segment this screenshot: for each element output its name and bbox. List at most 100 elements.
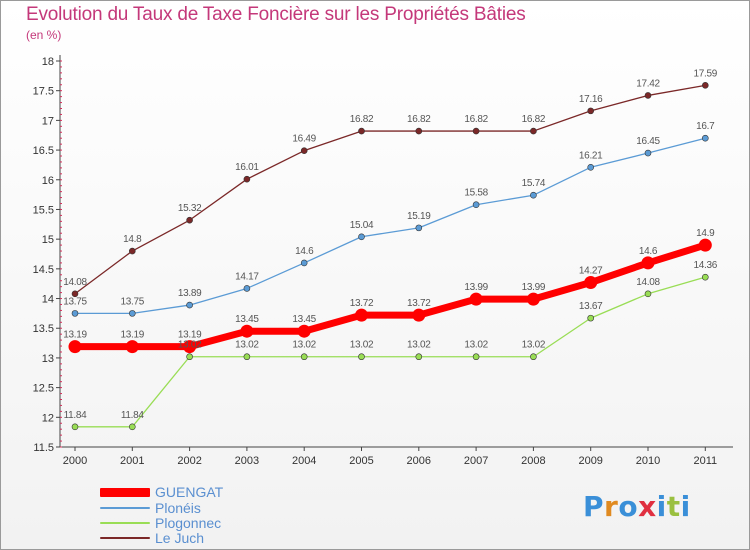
data-point — [415, 224, 423, 232]
data-label: 13.19 — [178, 330, 202, 341]
data-label: 13.02 — [407, 340, 431, 351]
chart-title: Evolution du Taux de Taxe Foncière sur l… — [26, 4, 526, 25]
data-label: 15.19 — [407, 211, 431, 222]
legend-item-ploneis: Plonéis — [100, 500, 360, 516]
data-label: 13.02 — [350, 340, 374, 351]
data-point — [358, 353, 365, 361]
data-point — [472, 127, 480, 135]
data-point — [701, 134, 709, 142]
data-label: 16.21 — [579, 150, 603, 161]
data-point — [71, 310, 79, 317]
data-point — [698, 238, 712, 252]
data-label: 16.82 — [522, 114, 546, 125]
legend-label-ploneis: Plonéis — [155, 500, 201, 516]
y-tick-label: 13.5 — [33, 323, 54, 335]
data-point — [472, 201, 480, 209]
legend-label-plogonnec: Plogonnec — [155, 515, 222, 531]
data-label: 13.19 — [121, 330, 145, 341]
data-point — [587, 163, 595, 171]
data-point — [530, 127, 537, 135]
data-label: 14.08 — [636, 277, 660, 288]
data-label: 13.99 — [464, 282, 488, 293]
data-point — [243, 353, 251, 361]
data-point — [358, 127, 365, 135]
logo-letter: P — [583, 490, 605, 523]
data-point — [415, 353, 423, 361]
data-point — [71, 290, 79, 298]
y-tick-label: 13 — [42, 353, 54, 365]
logo-letter: i — [656, 490, 667, 523]
data-point — [300, 353, 308, 361]
data-label: 15.58 — [464, 188, 488, 199]
data-label: 13.72 — [407, 298, 431, 309]
data-label: 15.04 — [350, 220, 374, 231]
data-point — [701, 273, 709, 281]
data-label: 13.99 — [522, 282, 546, 293]
legend-item-le-juch: Le Juch — [100, 530, 360, 546]
data-label: 13.02 — [178, 340, 202, 351]
data-point — [129, 247, 136, 255]
data-label: 13.19 — [63, 330, 87, 341]
data-point — [530, 353, 537, 361]
data-label: 16.7 — [696, 121, 715, 132]
data-point — [644, 92, 652, 99]
data-label: 17.42 — [636, 78, 660, 89]
logo-letter: x — [638, 490, 657, 523]
legend-label-le-juch: Le Juch — [155, 530, 205, 546]
x-tick-label: 2000 — [63, 455, 87, 467]
data-point — [358, 233, 365, 241]
legend-swatch-le-juch — [100, 537, 150, 539]
data-point — [240, 324, 254, 338]
data-label: 14.17 — [235, 271, 259, 282]
data-point — [300, 147, 308, 154]
data-label: 16.01 — [235, 162, 259, 173]
data-point — [129, 423, 136, 431]
y-tick-label: 16 — [42, 175, 54, 187]
data-point — [530, 191, 537, 199]
x-tick-label: 2006 — [407, 455, 431, 467]
data-point — [71, 423, 79, 431]
y-tick-label: 18 — [42, 56, 54, 68]
data-point — [701, 82, 709, 89]
data-label: 11.84 — [64, 410, 88, 421]
data-point — [129, 310, 136, 317]
data-point — [186, 216, 193, 224]
chart-subtitle: (en %) — [26, 28, 62, 42]
x-tick-label: 2011 — [693, 455, 717, 467]
data-point — [641, 256, 655, 270]
data-point — [584, 276, 598, 290]
data-label: 13.02 — [522, 340, 546, 351]
series-line — [75, 276, 706, 428]
data-point — [297, 324, 311, 338]
data-point — [644, 149, 652, 157]
x-tick-label: 2010 — [636, 455, 660, 467]
x-tick-label: 2005 — [349, 455, 373, 467]
data-point — [300, 259, 308, 267]
data-label: 14.8 — [123, 234, 142, 245]
data-label: 13.89 — [178, 288, 202, 299]
data-point — [186, 353, 193, 361]
data-point — [125, 340, 139, 354]
chart-axes: 11.5 12 12.5 13 13.5 14 14.5 15 15.5 16 16.5 17 17.5… — [33, 55, 733, 467]
data-label: 13.75 — [63, 296, 87, 307]
legend-swatch-guengat — [100, 488, 150, 497]
series-line — [75, 137, 706, 315]
series-points — [68, 82, 712, 431]
legend-swatch-plogonnec — [100, 522, 150, 524]
data-label: 13.45 — [292, 314, 316, 325]
chart-legend: GUENGAT Plonéis Plogonnec Le Juch — [100, 484, 360, 546]
x-tick-label: 2007 — [464, 455, 488, 467]
data-point — [415, 127, 423, 135]
data-labels: 14.08 14.8 15.32 16.01 16.49 16.82 16.82 16.82 1… — [63, 68, 718, 420]
series-line — [75, 241, 707, 351]
x-tick-label: 2001 — [120, 455, 144, 467]
y-tick-label: 17.5 — [33, 86, 54, 98]
data-label: 14.6 — [639, 246, 658, 257]
data-label: 11.84 — [121, 410, 145, 421]
data-point — [186, 301, 193, 309]
logo-letter: i — [680, 490, 691, 523]
legend-label-guengat: GUENGAT — [155, 484, 224, 500]
data-label: 15.74 — [522, 178, 546, 189]
data-label: 13.02 — [235, 340, 259, 351]
data-point — [412, 308, 426, 322]
